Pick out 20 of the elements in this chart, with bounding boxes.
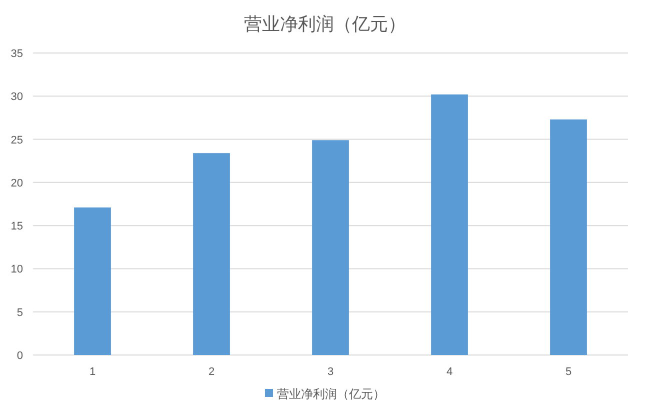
chart-title: 营业净利润（亿元）: [244, 14, 406, 34]
x-tick-label: 3: [327, 366, 334, 378]
bar: [550, 119, 587, 355]
y-tick-label: 35: [10, 48, 23, 60]
y-tick-label: 30: [10, 91, 23, 104]
x-tick-label: 2: [208, 366, 215, 378]
y-tick-label: 0: [16, 350, 23, 362]
bar: [193, 153, 230, 355]
x-tick-label: 1: [89, 366, 96, 378]
bar: [431, 94, 468, 355]
bar: [312, 140, 349, 355]
y-tick-label: 15: [10, 220, 23, 233]
y-tick-label: 10: [10, 264, 23, 276]
x-tick-label: 4: [446, 366, 453, 378]
legend-label: 营业净利润（亿元）: [277, 387, 385, 401]
bar: [74, 207, 111, 355]
x-tick-label: 5: [565, 366, 572, 378]
y-tick-label: 20: [10, 177, 23, 190]
y-tick-label: 25: [10, 134, 23, 146]
y-tick-label: 5: [16, 306, 23, 319]
